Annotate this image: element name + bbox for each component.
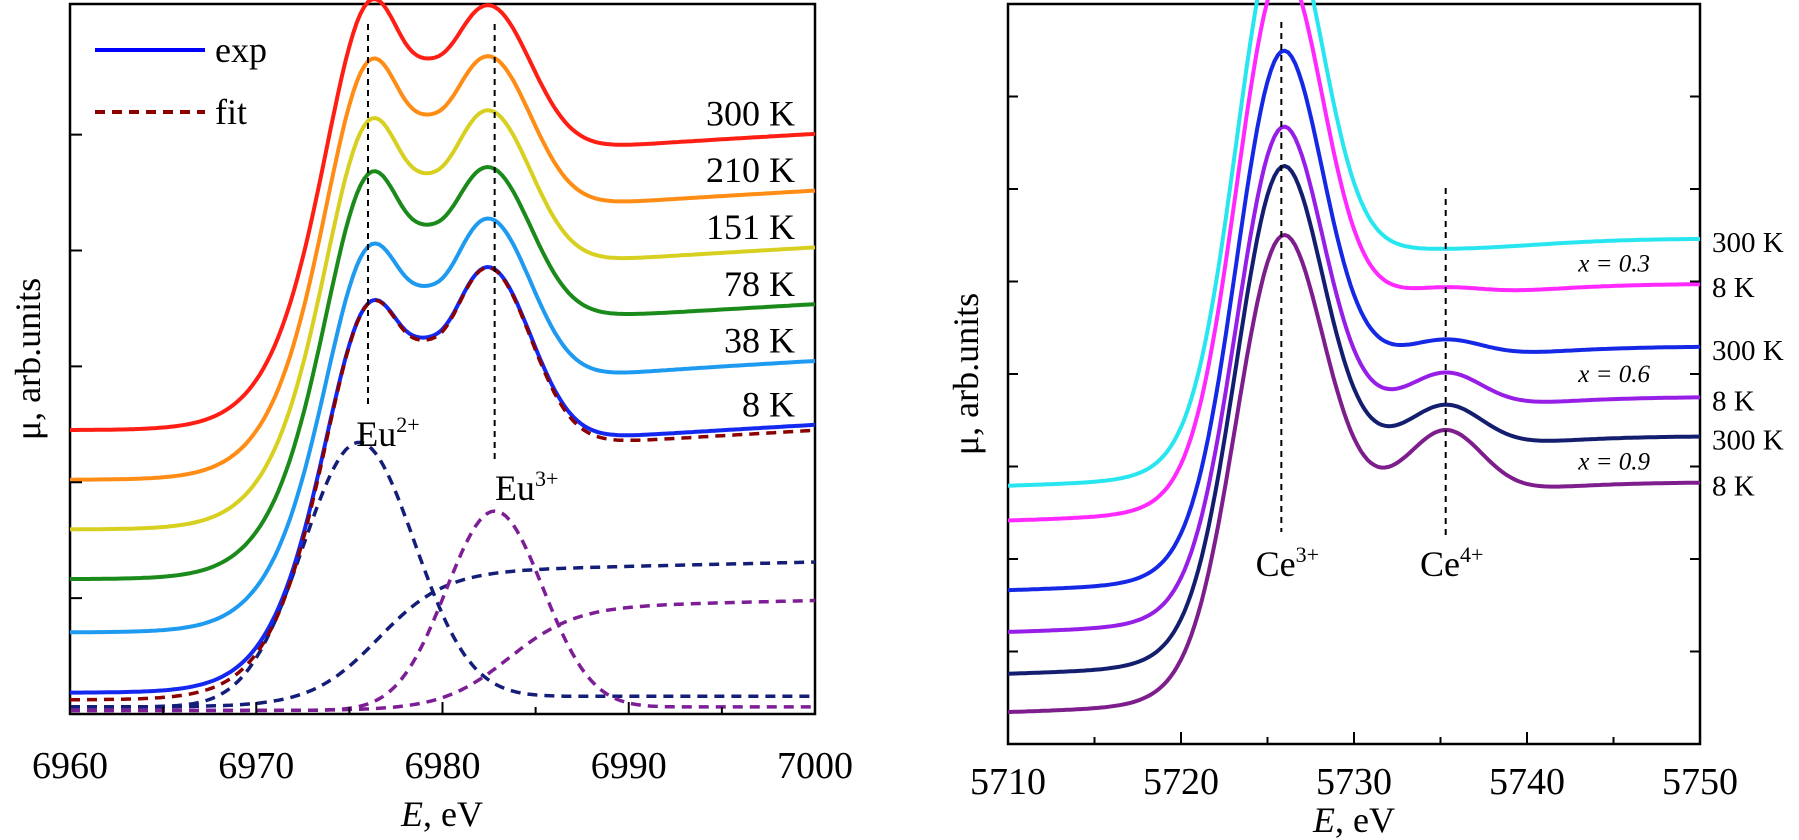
component-curve-1 <box>70 440 815 709</box>
left-y-axis-label: μ, arb.units <box>8 278 48 440</box>
x-tick-label: 6960 <box>32 745 108 787</box>
right-chart-panel: 5710 5720 5730 5740 5750 Ce3+ Ce4+ 300 K8 K30… <box>946 0 1784 840</box>
x-tick-label: 6970 <box>218 745 294 787</box>
right-x-axis-label: E, eV <box>1312 800 1395 840</box>
series-line-210k <box>70 54 816 482</box>
series-line-1 <box>1007 0 1701 488</box>
series-line-2 <box>1007 0 1700 523</box>
series-line-5 <box>1007 163 1700 676</box>
legend-label-fit: fit <box>215 92 247 132</box>
x-tick-label: 5730 <box>1316 761 1392 803</box>
series-line-6 <box>1007 232 1700 715</box>
right-ticks: 5710 5720 5730 5740 5750 <box>970 95 1738 803</box>
x-tick-label: 5740 <box>1489 761 1565 803</box>
series-label: 78 K <box>724 264 795 304</box>
series-label: 8 K <box>1712 272 1755 304</box>
left-x-axis-label: E, eV <box>400 794 483 834</box>
right-curves <box>1007 0 1701 715</box>
x-tick-label: 5720 <box>1143 761 1219 803</box>
right-vlines: Ce3+ Ce4+ <box>1256 22 1483 584</box>
series-line-4 <box>1007 124 1700 634</box>
left-labels: 300 K 210 K 151 K 78 K 38 K 8 K <box>706 93 795 424</box>
ion-label-1: Eu2+ <box>356 412 419 454</box>
series-label: 8 K <box>1712 471 1755 503</box>
series-line-38k <box>70 216 816 635</box>
series-label: 8 K <box>1712 385 1755 417</box>
series-label: 8 K <box>742 384 795 424</box>
x-tick-label: 6990 <box>591 745 667 787</box>
left-vlines: Eu2+ Eu3+ <box>356 24 558 508</box>
x-tick-label: 6980 <box>405 745 481 787</box>
group-label: x = 0.3 <box>1577 251 1650 278</box>
series-line-151k <box>69 108 816 532</box>
left-curves <box>69 0 816 713</box>
component-curve-2 <box>70 560 815 709</box>
x-tick-label: 5710 <box>970 761 1046 803</box>
series-label: 300 K <box>1712 425 1784 457</box>
ion-label-2: Eu3+ <box>495 466 558 508</box>
x-tick-label: 5750 <box>1662 761 1738 803</box>
left-chart-panel: 6960 6970 6980 6990 7000 Eu2+ Eu3+ 300 K 210 K… <box>8 0 853 834</box>
group-label: x = 0.6 <box>1577 361 1650 388</box>
left-ticks: 6960 6970 6980 6990 7000 <box>32 133 853 787</box>
ion-label-2: Ce4+ <box>1420 542 1483 584</box>
series-label: 210 K <box>706 150 795 190</box>
legend-label-exp: exp <box>215 30 267 70</box>
series-line-78k <box>70 164 816 581</box>
right-labels: 300 K 8 K 300 K 8 K 300 K 8 K x = 0.3 x = 0.6 x … <box>1577 227 1783 503</box>
series-label: 300 K <box>1712 335 1784 367</box>
left-legend: exp fit <box>95 30 267 132</box>
series-label: 300 K <box>1712 227 1784 259</box>
fit-curve <box>70 265 816 702</box>
right-y-axis-label: μ, arb.units <box>946 293 986 455</box>
component-curve-4 <box>70 598 816 713</box>
series-line-3 <box>1007 48 1700 593</box>
series-label: 300 K <box>706 93 795 133</box>
ion-label-1: Ce3+ <box>1256 542 1319 584</box>
series-label: 151 K <box>706 207 795 247</box>
group-label: x = 0.9 <box>1577 449 1650 476</box>
series-line-300k <box>70 0 816 432</box>
series-label: 38 K <box>724 321 795 361</box>
x-tick-label: 7000 <box>777 745 853 787</box>
